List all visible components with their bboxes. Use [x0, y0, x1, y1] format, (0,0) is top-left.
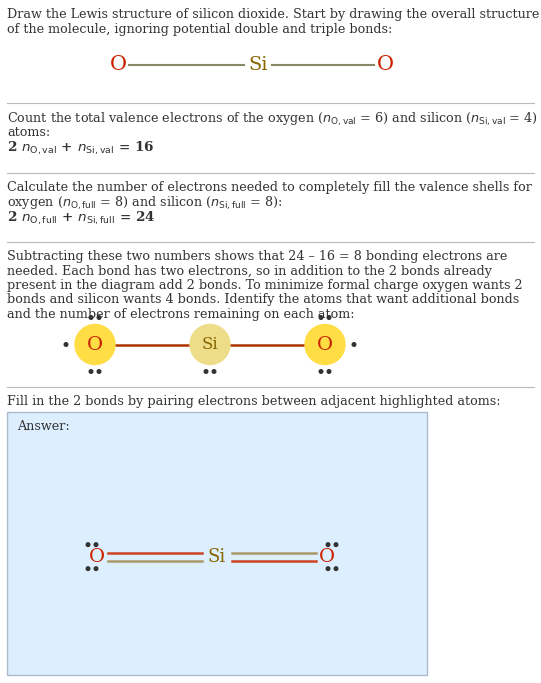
Text: O: O — [317, 335, 333, 354]
Text: bonds and silicon wants 4 bonds. Identify the atoms that want additional bonds: bonds and silicon wants 4 bonds. Identif… — [7, 294, 519, 307]
Text: Fill in the 2 bonds by pairing electrons between adjacent highlighted atoms:: Fill in the 2 bonds by pairing electrons… — [7, 395, 500, 408]
Text: and the number of electrons remaining on each atom:: and the number of electrons remaining on… — [7, 308, 354, 321]
Text: 2 $n_{\mathrm{O,full}}$ + $n_{\mathrm{Si,full}}$ = 24: 2 $n_{\mathrm{O,full}}$ + $n_{\mathrm{Si… — [7, 210, 155, 227]
Text: atoms:: atoms: — [7, 126, 50, 139]
Circle shape — [204, 370, 208, 374]
Circle shape — [334, 543, 338, 546]
Text: O: O — [109, 55, 127, 74]
Text: needed. Each bond has two electrons, so in addition to the 2 bonds already: needed. Each bond has two electrons, so … — [7, 264, 492, 277]
Text: of the molecule, ignoring potential double and triple bonds:: of the molecule, ignoring potential doub… — [7, 23, 392, 36]
Text: Si: Si — [248, 56, 268, 74]
Circle shape — [327, 370, 331, 374]
Circle shape — [319, 316, 323, 319]
Circle shape — [89, 316, 93, 319]
Circle shape — [86, 567, 90, 570]
Circle shape — [86, 543, 90, 546]
Text: O: O — [87, 335, 103, 354]
Circle shape — [326, 543, 330, 546]
Circle shape — [326, 567, 330, 570]
Circle shape — [327, 316, 331, 319]
Text: O: O — [319, 548, 335, 566]
Circle shape — [352, 343, 356, 346]
Circle shape — [190, 324, 230, 365]
Text: Si: Si — [208, 548, 226, 566]
Text: O: O — [89, 548, 105, 566]
Circle shape — [64, 343, 68, 346]
Circle shape — [305, 324, 345, 365]
Circle shape — [212, 370, 216, 374]
Text: present in the diagram add 2 bonds. To minimize formal charge oxygen wants 2: present in the diagram add 2 bonds. To m… — [7, 279, 523, 292]
Circle shape — [94, 567, 98, 570]
Text: Draw the Lewis structure of silicon dioxide. Start by drawing the overall struct: Draw the Lewis structure of silicon diox… — [7, 8, 539, 21]
Text: Subtracting these two numbers shows that 24 – 16 = 8 bonding electrons are: Subtracting these two numbers shows that… — [7, 250, 507, 263]
Text: Si: Si — [202, 336, 219, 353]
Circle shape — [94, 543, 98, 546]
Circle shape — [89, 370, 93, 374]
Circle shape — [97, 370, 101, 374]
Circle shape — [319, 370, 323, 374]
Text: oxygen ($n_{\mathrm{O,full}}$ = 8) and silicon ($n_{\mathrm{Si,full}}$ = 8):: oxygen ($n_{\mathrm{O,full}}$ = 8) and s… — [7, 195, 282, 212]
FancyBboxPatch shape — [7, 412, 427, 675]
Text: Count the total valence electrons of the oxygen ($n_{\mathrm{O,val}}$ = 6) and s: Count the total valence electrons of the… — [7, 111, 538, 128]
Circle shape — [334, 567, 338, 570]
Text: Answer:: Answer: — [17, 420, 70, 433]
Circle shape — [97, 316, 101, 319]
Text: O: O — [377, 55, 393, 74]
Text: 2 $n_{\mathrm{O,val}}$ + $n_{\mathrm{Si,val}}$ = 16: 2 $n_{\mathrm{O,val}}$ + $n_{\mathrm{Si,… — [7, 140, 154, 157]
Text: Calculate the number of electrons needed to completely fill the valence shells f: Calculate the number of electrons needed… — [7, 180, 532, 193]
Circle shape — [75, 324, 115, 365]
